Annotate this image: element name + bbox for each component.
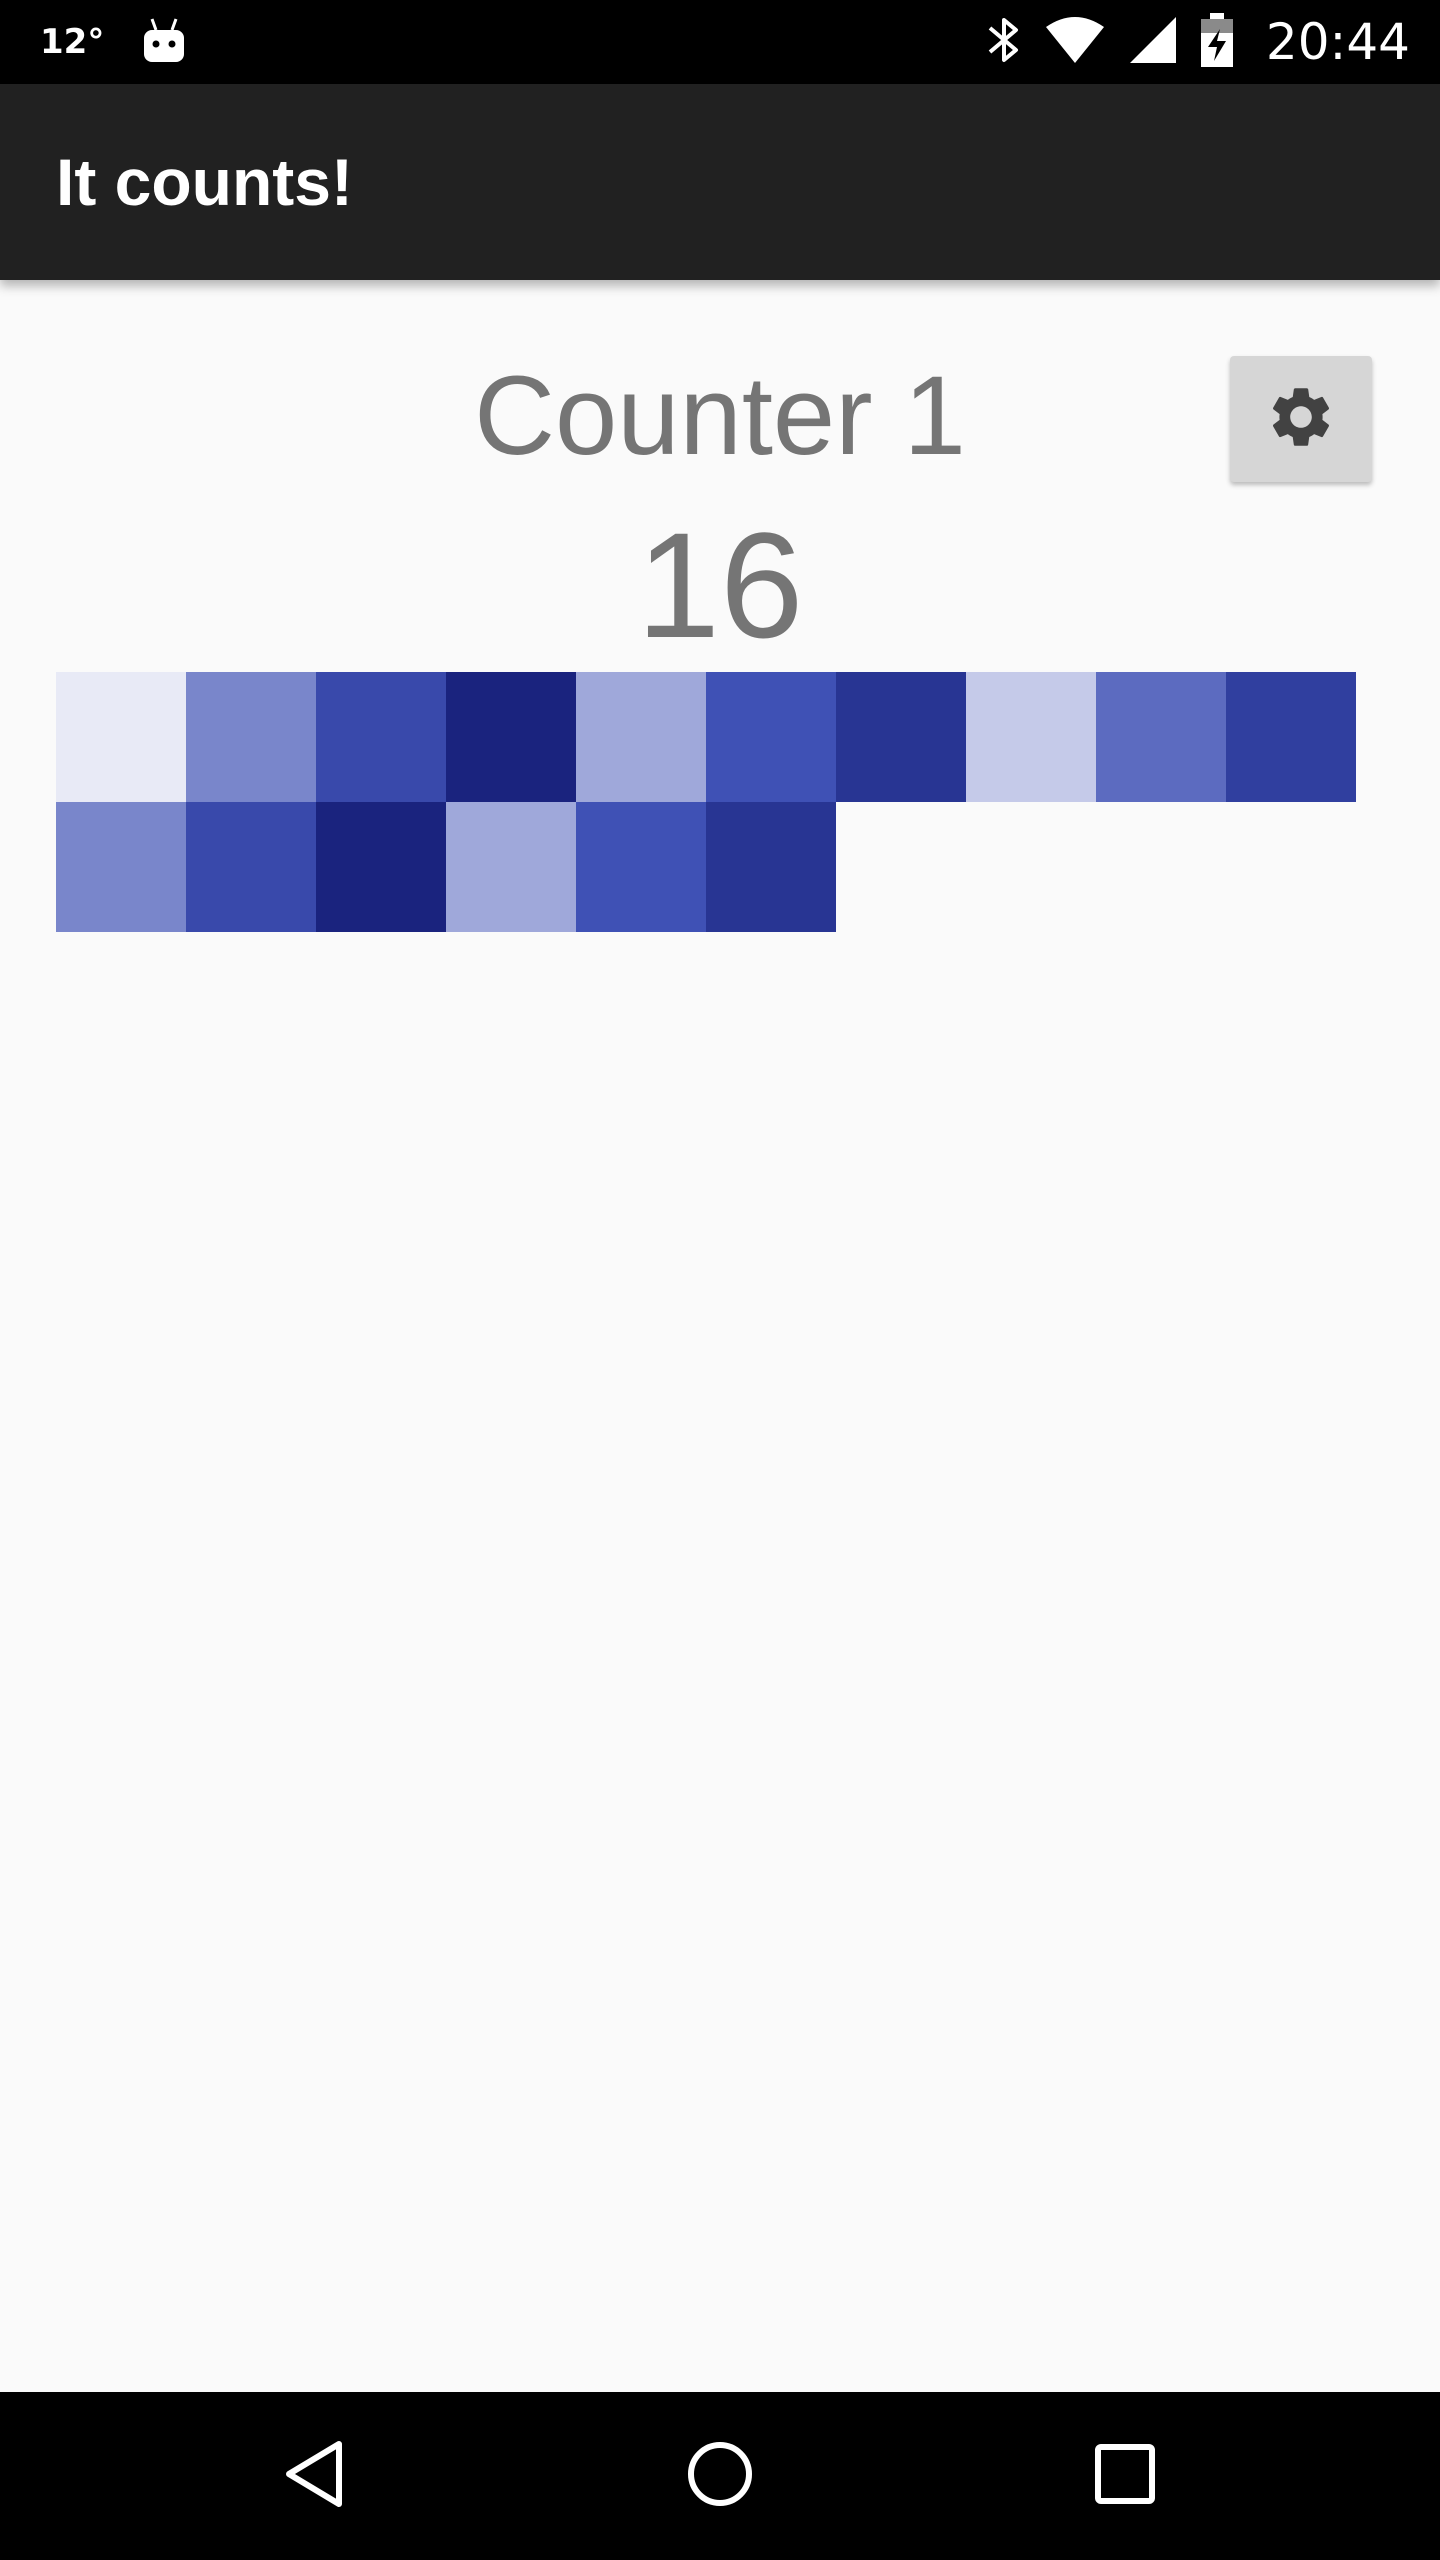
status-time: 20:44 [1265, 13, 1410, 71]
grid-cell [836, 672, 966, 802]
bluetooth-icon [986, 14, 1022, 71]
android-debug-icon [142, 16, 186, 69]
grid-cell [1226, 672, 1356, 802]
status-left: 12° [40, 0, 186, 84]
grid-cell [186, 672, 316, 802]
settings-button[interactable] [1230, 356, 1372, 482]
grid-cell [706, 672, 836, 802]
grid-cell [186, 802, 316, 932]
back-button[interactable] [215, 2392, 415, 2560]
recents-button[interactable] [1025, 2392, 1225, 2560]
grid-cell [1096, 672, 1226, 802]
nav-bar [0, 2392, 1440, 2560]
status-right: 20:44 [986, 0, 1410, 84]
gear-icon [1265, 381, 1337, 458]
grid-cell [56, 672, 186, 802]
counter-value: 16 [636, 501, 804, 669]
battery-charging-icon [1200, 12, 1234, 72]
grid-cell [706, 802, 836, 932]
home-button[interactable] [620, 2392, 820, 2560]
grid-cell [966, 672, 1096, 802]
grid-cell [576, 672, 706, 802]
status-temperature: 12° [40, 22, 105, 62]
grid-cell [56, 802, 186, 932]
grid-cell [316, 672, 446, 802]
app-title: It counts! [56, 145, 353, 219]
app-bar: It counts! [0, 84, 1440, 280]
grid-cell [576, 802, 706, 932]
grid-cell [446, 672, 576, 802]
home-icon [686, 2440, 754, 2513]
wifi-icon [1044, 15, 1106, 70]
grid-cell [316, 802, 446, 932]
recents-icon [1094, 2443, 1156, 2510]
grid-cell [446, 802, 576, 932]
back-icon [283, 2438, 347, 2515]
counter-name: Counter 1 [474, 353, 966, 478]
signal-icon [1128, 15, 1178, 70]
status-bar: 12° [0, 0, 1440, 84]
